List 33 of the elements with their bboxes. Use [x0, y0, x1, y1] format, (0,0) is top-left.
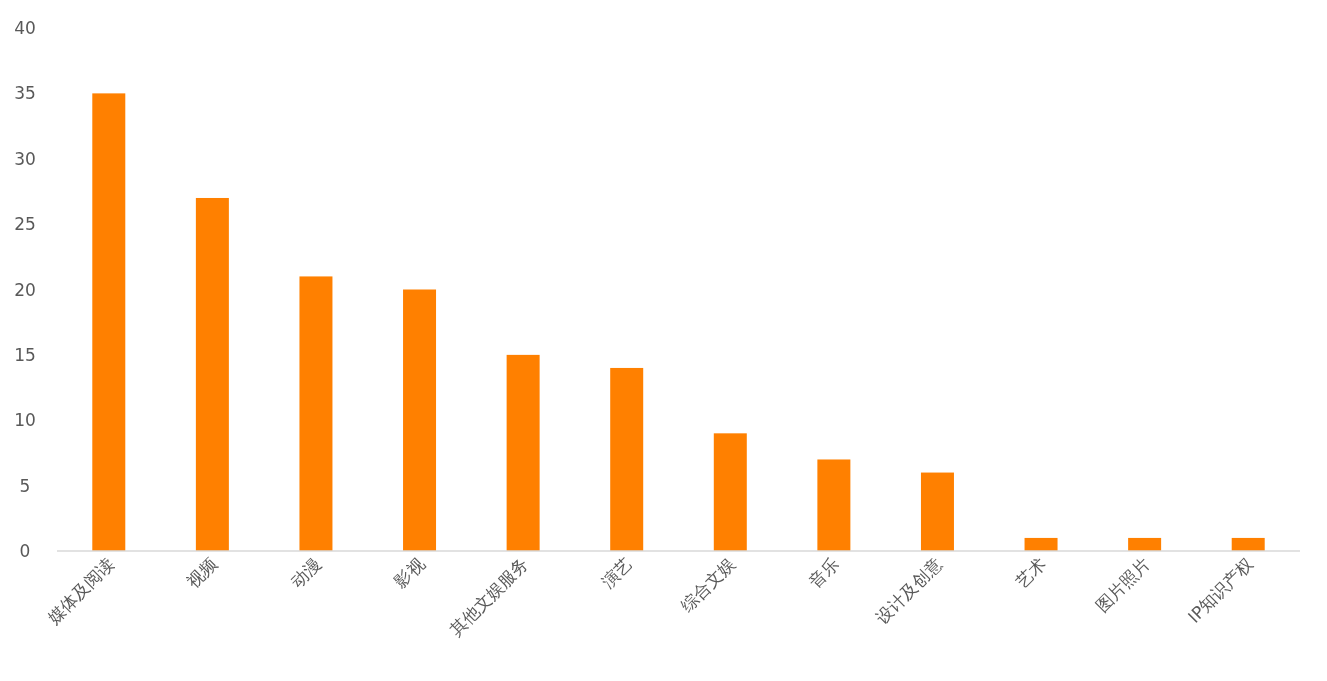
y-tick-label: 40 — [14, 18, 36, 38]
x-tick-label: IP知识产权 — [1184, 553, 1258, 627]
bar — [506, 354, 540, 551]
bar — [195, 197, 229, 551]
bar — [610, 367, 644, 551]
bar — [92, 93, 126, 551]
y-tick-label: 0 — [19, 541, 31, 561]
x-tick-label: 演艺 — [597, 553, 636, 592]
bar — [713, 433, 747, 551]
y-tick-label: 15 — [14, 344, 36, 365]
x-tick-label: 影视 — [390, 553, 429, 592]
x-tick-label: 音乐 — [804, 553, 843, 592]
y-tick-label: 30 — [14, 148, 36, 169]
y-tick-label: 10 — [14, 410, 36, 431]
x-tick-label: 图片照片 — [1091, 553, 1154, 616]
x-tick-label: 设计及创意 — [872, 553, 947, 628]
bar — [1128, 537, 1162, 551]
bar — [299, 276, 333, 551]
y-tick-label: 25 — [14, 214, 36, 235]
x-tick-label: 视频 — [183, 553, 222, 592]
bar — [403, 289, 437, 551]
bar — [817, 459, 851, 551]
bar — [920, 472, 954, 551]
y-tick-label: 35 — [14, 83, 36, 104]
x-tick-label: 动漫 — [286, 553, 325, 592]
y-tick-label: 20 — [14, 279, 36, 300]
y-tick-label: 5 — [19, 475, 31, 496]
x-tick-label: 综合文娱 — [676, 553, 740, 616]
x-tick-label: 艺术 — [1011, 553, 1050, 592]
bar — [1024, 537, 1058, 551]
bar — [1231, 537, 1265, 551]
x-tick-label: 其他文娱服务 — [445, 553, 532, 640]
x-tick-label: 媒体及阅读 — [43, 553, 118, 628]
